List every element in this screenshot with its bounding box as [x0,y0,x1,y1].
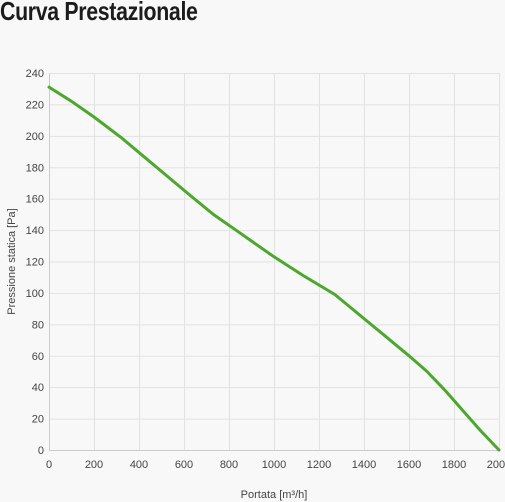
y-tick-label: 0 [38,445,44,457]
y-tick-label: 60 [32,351,44,363]
y-tick-label: 100 [26,288,44,300]
x-tick-label: 800 [220,459,238,471]
y-tick-label: 120 [26,257,44,269]
grid-lines [49,73,500,450]
x-tick-label: 1400 [352,459,376,471]
y-tick-label: 180 [26,162,44,174]
x-axis-title: Portata [m³/h] [241,489,308,501]
y-tick-label: 220 [26,99,44,111]
series-layer [47,85,501,452]
y-axis-title: Pressione statica [Pa] [6,208,18,314]
y-tick-label: 20 [32,414,44,426]
x-tick-label: 1800 [442,459,466,471]
x-tick-label: 1200 [307,459,331,471]
y-tick-label: 200 [26,131,44,143]
x-tick-label: 1600 [397,459,421,471]
x-tick-label: 0 [46,459,52,471]
performance-curve-line [47,85,501,452]
x-tick-label: 400 [130,459,148,471]
y-tick-label: 160 [26,194,44,206]
x-tick-label: 600 [175,459,193,471]
x-tick-label: 200 [85,459,103,471]
y-tick-label: 80 [32,319,44,331]
axes [49,73,499,451]
y-tick-label: 240 [26,68,44,80]
y-tick-label: 40 [32,382,44,394]
x-tick-label: 1000 [262,459,286,471]
page-title: Curva Prestazionale [0,0,198,26]
y-tick-label: 140 [26,225,44,237]
